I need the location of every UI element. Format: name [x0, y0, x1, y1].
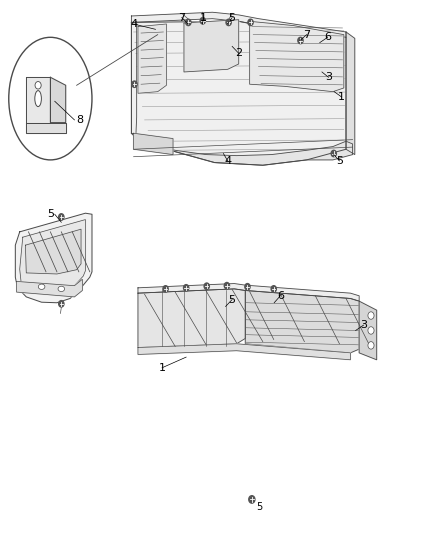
- Text: 7: 7: [178, 13, 185, 22]
- Polygon shape: [346, 32, 355, 155]
- Ellipse shape: [39, 284, 45, 289]
- Polygon shape: [245, 290, 359, 353]
- Circle shape: [298, 37, 303, 44]
- Polygon shape: [15, 213, 92, 303]
- Polygon shape: [250, 21, 344, 92]
- Text: 1: 1: [338, 92, 345, 102]
- Text: 3: 3: [360, 320, 367, 330]
- Circle shape: [204, 283, 209, 289]
- Text: 6: 6: [324, 33, 331, 42]
- Circle shape: [249, 496, 255, 503]
- Text: 5: 5: [336, 156, 343, 166]
- Circle shape: [226, 19, 231, 26]
- Text: 6: 6: [277, 291, 284, 301]
- Text: 3: 3: [325, 72, 332, 82]
- Ellipse shape: [35, 91, 41, 107]
- Polygon shape: [20, 220, 85, 293]
- Ellipse shape: [58, 286, 65, 292]
- Polygon shape: [50, 77, 66, 123]
- Polygon shape: [131, 21, 346, 165]
- Circle shape: [248, 19, 253, 26]
- Circle shape: [368, 327, 374, 334]
- Circle shape: [59, 214, 64, 220]
- Circle shape: [224, 282, 230, 289]
- Polygon shape: [25, 229, 81, 274]
- Text: 5: 5: [229, 295, 236, 304]
- Text: 4: 4: [224, 156, 231, 166]
- Circle shape: [368, 312, 374, 319]
- Circle shape: [184, 285, 189, 291]
- Polygon shape: [26, 77, 50, 123]
- Circle shape: [271, 286, 276, 292]
- Circle shape: [132, 81, 137, 87]
- Text: 8: 8: [77, 115, 84, 125]
- Polygon shape: [17, 279, 82, 297]
- Circle shape: [200, 18, 205, 24]
- Text: 7: 7: [303, 30, 310, 39]
- Text: 4: 4: [130, 19, 137, 29]
- Polygon shape: [134, 133, 173, 155]
- Polygon shape: [184, 20, 239, 72]
- Circle shape: [186, 19, 191, 26]
- Polygon shape: [131, 12, 346, 37]
- Circle shape: [331, 150, 336, 157]
- Polygon shape: [138, 284, 359, 301]
- Circle shape: [59, 301, 64, 307]
- Circle shape: [368, 342, 374, 349]
- Text: 5: 5: [229, 13, 236, 22]
- Polygon shape: [138, 289, 245, 348]
- Text: 5: 5: [47, 209, 54, 219]
- Circle shape: [245, 284, 250, 290]
- Polygon shape: [138, 344, 350, 360]
- Polygon shape: [138, 24, 166, 93]
- Text: 1: 1: [200, 13, 207, 22]
- Circle shape: [35, 82, 41, 89]
- Circle shape: [163, 286, 168, 292]
- Polygon shape: [26, 123, 66, 133]
- Polygon shape: [359, 301, 377, 360]
- Text: 1: 1: [159, 363, 166, 373]
- Text: 2: 2: [235, 49, 242, 58]
- Polygon shape: [131, 133, 353, 165]
- Text: 5: 5: [256, 503, 262, 512]
